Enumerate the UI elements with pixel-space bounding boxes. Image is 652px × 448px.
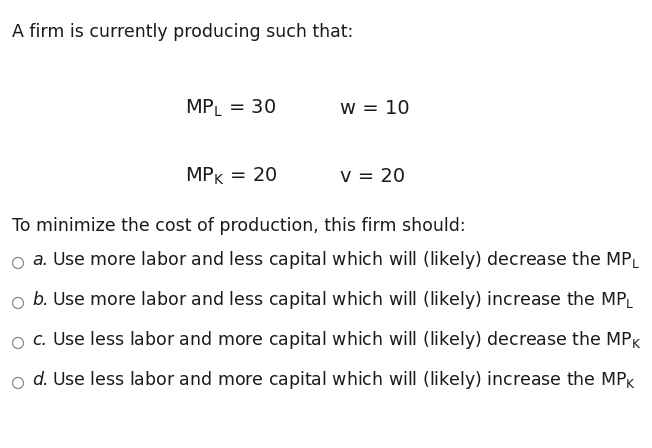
- Text: a.: a.: [32, 251, 48, 269]
- Text: Use more labor and less capital which will (likely) increase the $\mathregular{M: Use more labor and less capital which wi…: [52, 289, 634, 311]
- Text: A firm is currently producing such that:: A firm is currently producing such that:: [12, 23, 353, 41]
- Text: w = 10: w = 10: [340, 99, 409, 117]
- Text: Use less labor and more capital which will (likely) increase the $\mathregular{M: Use less labor and more capital which wi…: [52, 369, 636, 391]
- Text: d.: d.: [32, 371, 48, 389]
- Text: $\mathregular{MP_L}$ = 30: $\mathregular{MP_L}$ = 30: [185, 97, 276, 119]
- Text: $\mathregular{MP_K}$ = 20: $\mathregular{MP_K}$ = 20: [185, 165, 277, 187]
- Text: Use more labor and less capital which will (likely) decrease the $\mathregular{M: Use more labor and less capital which wi…: [52, 249, 640, 271]
- Text: b.: b.: [32, 291, 48, 309]
- Text: To minimize the cost of production, this firm should:: To minimize the cost of production, this…: [12, 217, 466, 235]
- Text: Use less labor and more capital which will (likely) decrease the $\mathregular{M: Use less labor and more capital which wi…: [52, 329, 642, 351]
- Text: v = 20: v = 20: [340, 167, 405, 185]
- Text: c.: c.: [32, 331, 47, 349]
